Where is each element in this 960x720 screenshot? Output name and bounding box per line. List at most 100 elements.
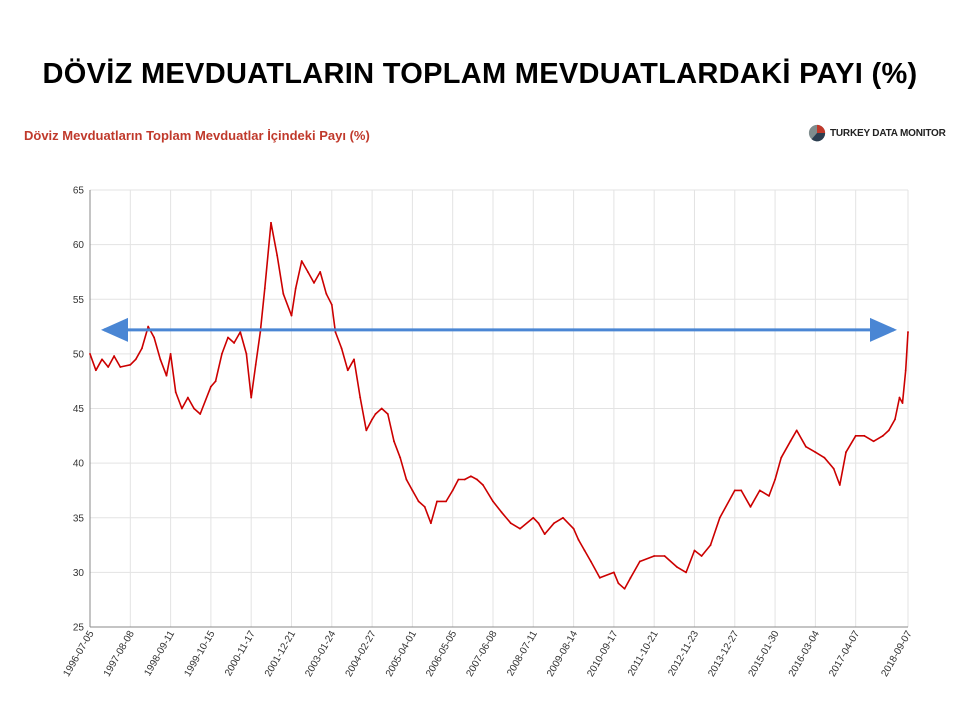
data-point [718, 516, 721, 519]
x-tick-label: 2011-10-21 [626, 629, 661, 679]
data-point [804, 445, 807, 448]
data-point [476, 478, 478, 481]
data-point [436, 500, 438, 503]
x-tick-label: 2009-08-14 [545, 629, 580, 679]
data-point [629, 576, 632, 579]
data-point [589, 560, 592, 563]
data-point [598, 576, 601, 579]
data-point [653, 555, 656, 557]
y-tick-label: 45 [73, 404, 85, 415]
data-point [881, 434, 884, 437]
data-point [263, 287, 266, 290]
data-point [532, 516, 535, 519]
data-point [239, 331, 242, 333]
data-point [509, 522, 512, 525]
data-point [227, 336, 229, 339]
x-tick-label: 2005-04-01 [384, 629, 419, 679]
series-line [89, 222, 909, 590]
data-point [290, 314, 293, 317]
data-point [159, 358, 162, 361]
data-point [270, 221, 272, 224]
data-point [423, 505, 426, 508]
data-point [854, 434, 857, 437]
data-point [675, 566, 678, 568]
data-point [313, 281, 315, 284]
data-point [330, 303, 333, 306]
y-tick-label: 25 [73, 623, 85, 634]
data-point [845, 451, 847, 454]
x-tick-label: 2013-12-27 [706, 629, 741, 679]
data-point [898, 396, 901, 399]
data-point [276, 254, 279, 257]
data-point [294, 287, 297, 290]
data-point [174, 391, 177, 394]
data-point [663, 555, 666, 557]
data-point [623, 587, 626, 590]
x-tick-label: 2017-04-07 [827, 629, 862, 679]
x-tick-label: 2003-01-24 [303, 629, 338, 679]
data-point [553, 522, 555, 525]
data-point [429, 522, 432, 525]
data-point [685, 571, 688, 574]
x-tick-label: 1998-09-11 [142, 629, 177, 679]
grid [89, 189, 909, 628]
data-point [749, 505, 752, 508]
data-point [887, 429, 890, 432]
data-point [789, 440, 792, 443]
data-point [469, 475, 472, 478]
y-tick-label: 65 [73, 186, 85, 197]
x-tick-label: 1996-07-05 [61, 629, 96, 679]
brand-globe-red-segment [817, 124, 826, 133]
data-point [359, 396, 362, 399]
brand-logo-group: TURKEY DATA MONITOR [808, 123, 946, 143]
data-point [709, 544, 712, 546]
y-tick-label: 40 [73, 459, 85, 470]
data-point [374, 413, 377, 415]
x-tick-label: 1999-10-15 [182, 629, 217, 679]
data-point [193, 407, 195, 410]
data-point [832, 467, 835, 470]
data-point [346, 369, 349, 372]
x-tick-label: 1997-08-08 [102, 629, 137, 679]
brand-name: TURKEY DATA MONITOR [830, 128, 946, 139]
x-tick-label: 2015-01-30 [747, 629, 782, 679]
data-point [562, 516, 564, 519]
data-point [768, 495, 770, 497]
x-tick-label: 2006-05-05 [424, 629, 459, 679]
data-point [693, 549, 696, 552]
data-point [134, 358, 137, 361]
data-point [340, 347, 343, 350]
data-point [181, 407, 183, 410]
data-point [254, 363, 257, 366]
data-point [823, 456, 826, 459]
x-tick-label: 2016-03-04 [787, 629, 822, 679]
data-point [300, 260, 303, 262]
data-point [463, 478, 466, 481]
x-tick-label: 2000-11-17 [223, 629, 258, 679]
data-point [113, 355, 116, 357]
data-point [334, 331, 337, 333]
data-point [543, 533, 546, 536]
data-point [233, 342, 236, 344]
chart-title: Döviz Mevduatların Toplam Mevduatlar İçi… [24, 128, 370, 143]
data-point [101, 358, 103, 361]
data-point [583, 549, 586, 552]
x-tick-label: 2007-06-08 [464, 629, 499, 679]
y-tick-label: 55 [73, 295, 85, 306]
data-point [482, 484, 484, 486]
data-point [492, 500, 494, 503]
data-point [221, 352, 223, 355]
data-point [209, 385, 212, 388]
data-point [907, 331, 909, 333]
y-tick-label: 50 [73, 349, 85, 360]
data-point [153, 336, 156, 339]
data-point [411, 489, 414, 492]
data-point [519, 527, 521, 530]
data-point [380, 407, 383, 410]
data-point [165, 374, 168, 377]
data-point [500, 511, 503, 514]
data-point [245, 352, 248, 355]
y-tick-label: 35 [73, 513, 85, 524]
data-point [863, 434, 866, 437]
slide-title: DÖVİZ MEVDUATLARIN TOPLAM MEVDUATLARDAKİ… [42, 58, 918, 90]
